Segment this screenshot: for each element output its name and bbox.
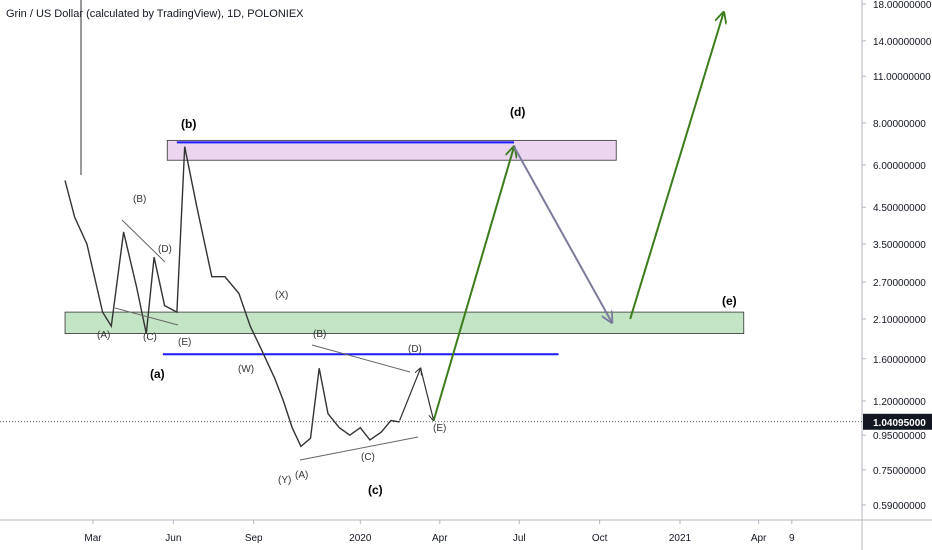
x-tick-label: Mar [84, 533, 102, 544]
y-tick-label: 18.00000000 [873, 0, 932, 11]
y-tick-label: 2.10000000 [873, 315, 926, 326]
wave-label: (d) [510, 105, 525, 119]
y-tick-label: 1.20000000 [873, 397, 926, 408]
y-tick-label: 11.00000000 [873, 72, 931, 83]
wave-label: (D) [158, 244, 172, 255]
y-tick-label: 0.75000000 [873, 466, 926, 477]
wave-label: (c) [368, 483, 383, 497]
wave-label: (b) [181, 117, 196, 131]
y-tick-label: 8.00000000 [873, 119, 926, 130]
projection-arrow-d [399, 368, 421, 421]
wave-label: (B) [133, 194, 146, 205]
zone-resistance [166, 139, 617, 161]
triangle-line-lower-1 [114, 307, 179, 326]
y-tick-label: 2.70000000 [873, 278, 926, 289]
wave-label: (e) [722, 294, 737, 308]
y-tick-label: 14.00000000 [873, 37, 932, 48]
y-tick-label: 3.50000000 [873, 240, 926, 251]
y-tick-label: 6.00000000 [873, 161, 926, 172]
chart-title: Grin / US Dollar (calculated by TradingV… [6, 8, 304, 20]
x-tick-label: 2021 [669, 533, 692, 544]
triangle-line-upper-2 [311, 344, 411, 373]
wave-label: (E) [433, 423, 446, 434]
wave-label: (W) [238, 364, 254, 375]
wave-label: (E) [178, 337, 191, 348]
x-tick-label: Apr [432, 533, 448, 544]
y-tick-label: 0.59000000 [873, 501, 926, 512]
wave-label: (D) [408, 344, 422, 355]
price-series-line [64, 146, 400, 448]
y-tick-label: 4.50000000 [873, 203, 926, 214]
triangle-line-lower-2 [299, 436, 419, 461]
x-tick-label: Apr [751, 533, 767, 544]
wave-label: (C) [361, 452, 375, 463]
projection-arrow-e [419, 368, 434, 420]
last-price-label: 1.04095000 [873, 418, 926, 429]
wave-label: (a) [150, 367, 165, 381]
y-tick-label: 0.95000000 [873, 431, 926, 442]
x-tick-label: Jul [513, 533, 526, 544]
x-tick-label: Jun [165, 533, 181, 544]
x-tick-label: Oct [592, 533, 608, 544]
wave-label: (A) [295, 470, 308, 481]
wave-label: (A) [97, 330, 110, 341]
last-price-tag [863, 413, 932, 430]
x-tick-label: Sep [245, 533, 263, 544]
x-tick-label: 2020 [349, 533, 372, 544]
x-tick-label: 9 [789, 533, 795, 544]
projection-arrow-up-2 [629, 12, 723, 320]
projection-arrow-up-1 [432, 147, 514, 421]
wave-label: (X) [275, 290, 288, 301]
triangle-line-upper-1 [121, 219, 166, 263]
wave-label: (B) [313, 329, 326, 340]
projection-arrow-down [513, 146, 612, 323]
zone-support [64, 311, 745, 334]
wave-label: (Y) [278, 475, 291, 486]
y-tick-label: 1.60000000 [873, 355, 926, 366]
wave-label: (C) [143, 332, 157, 343]
